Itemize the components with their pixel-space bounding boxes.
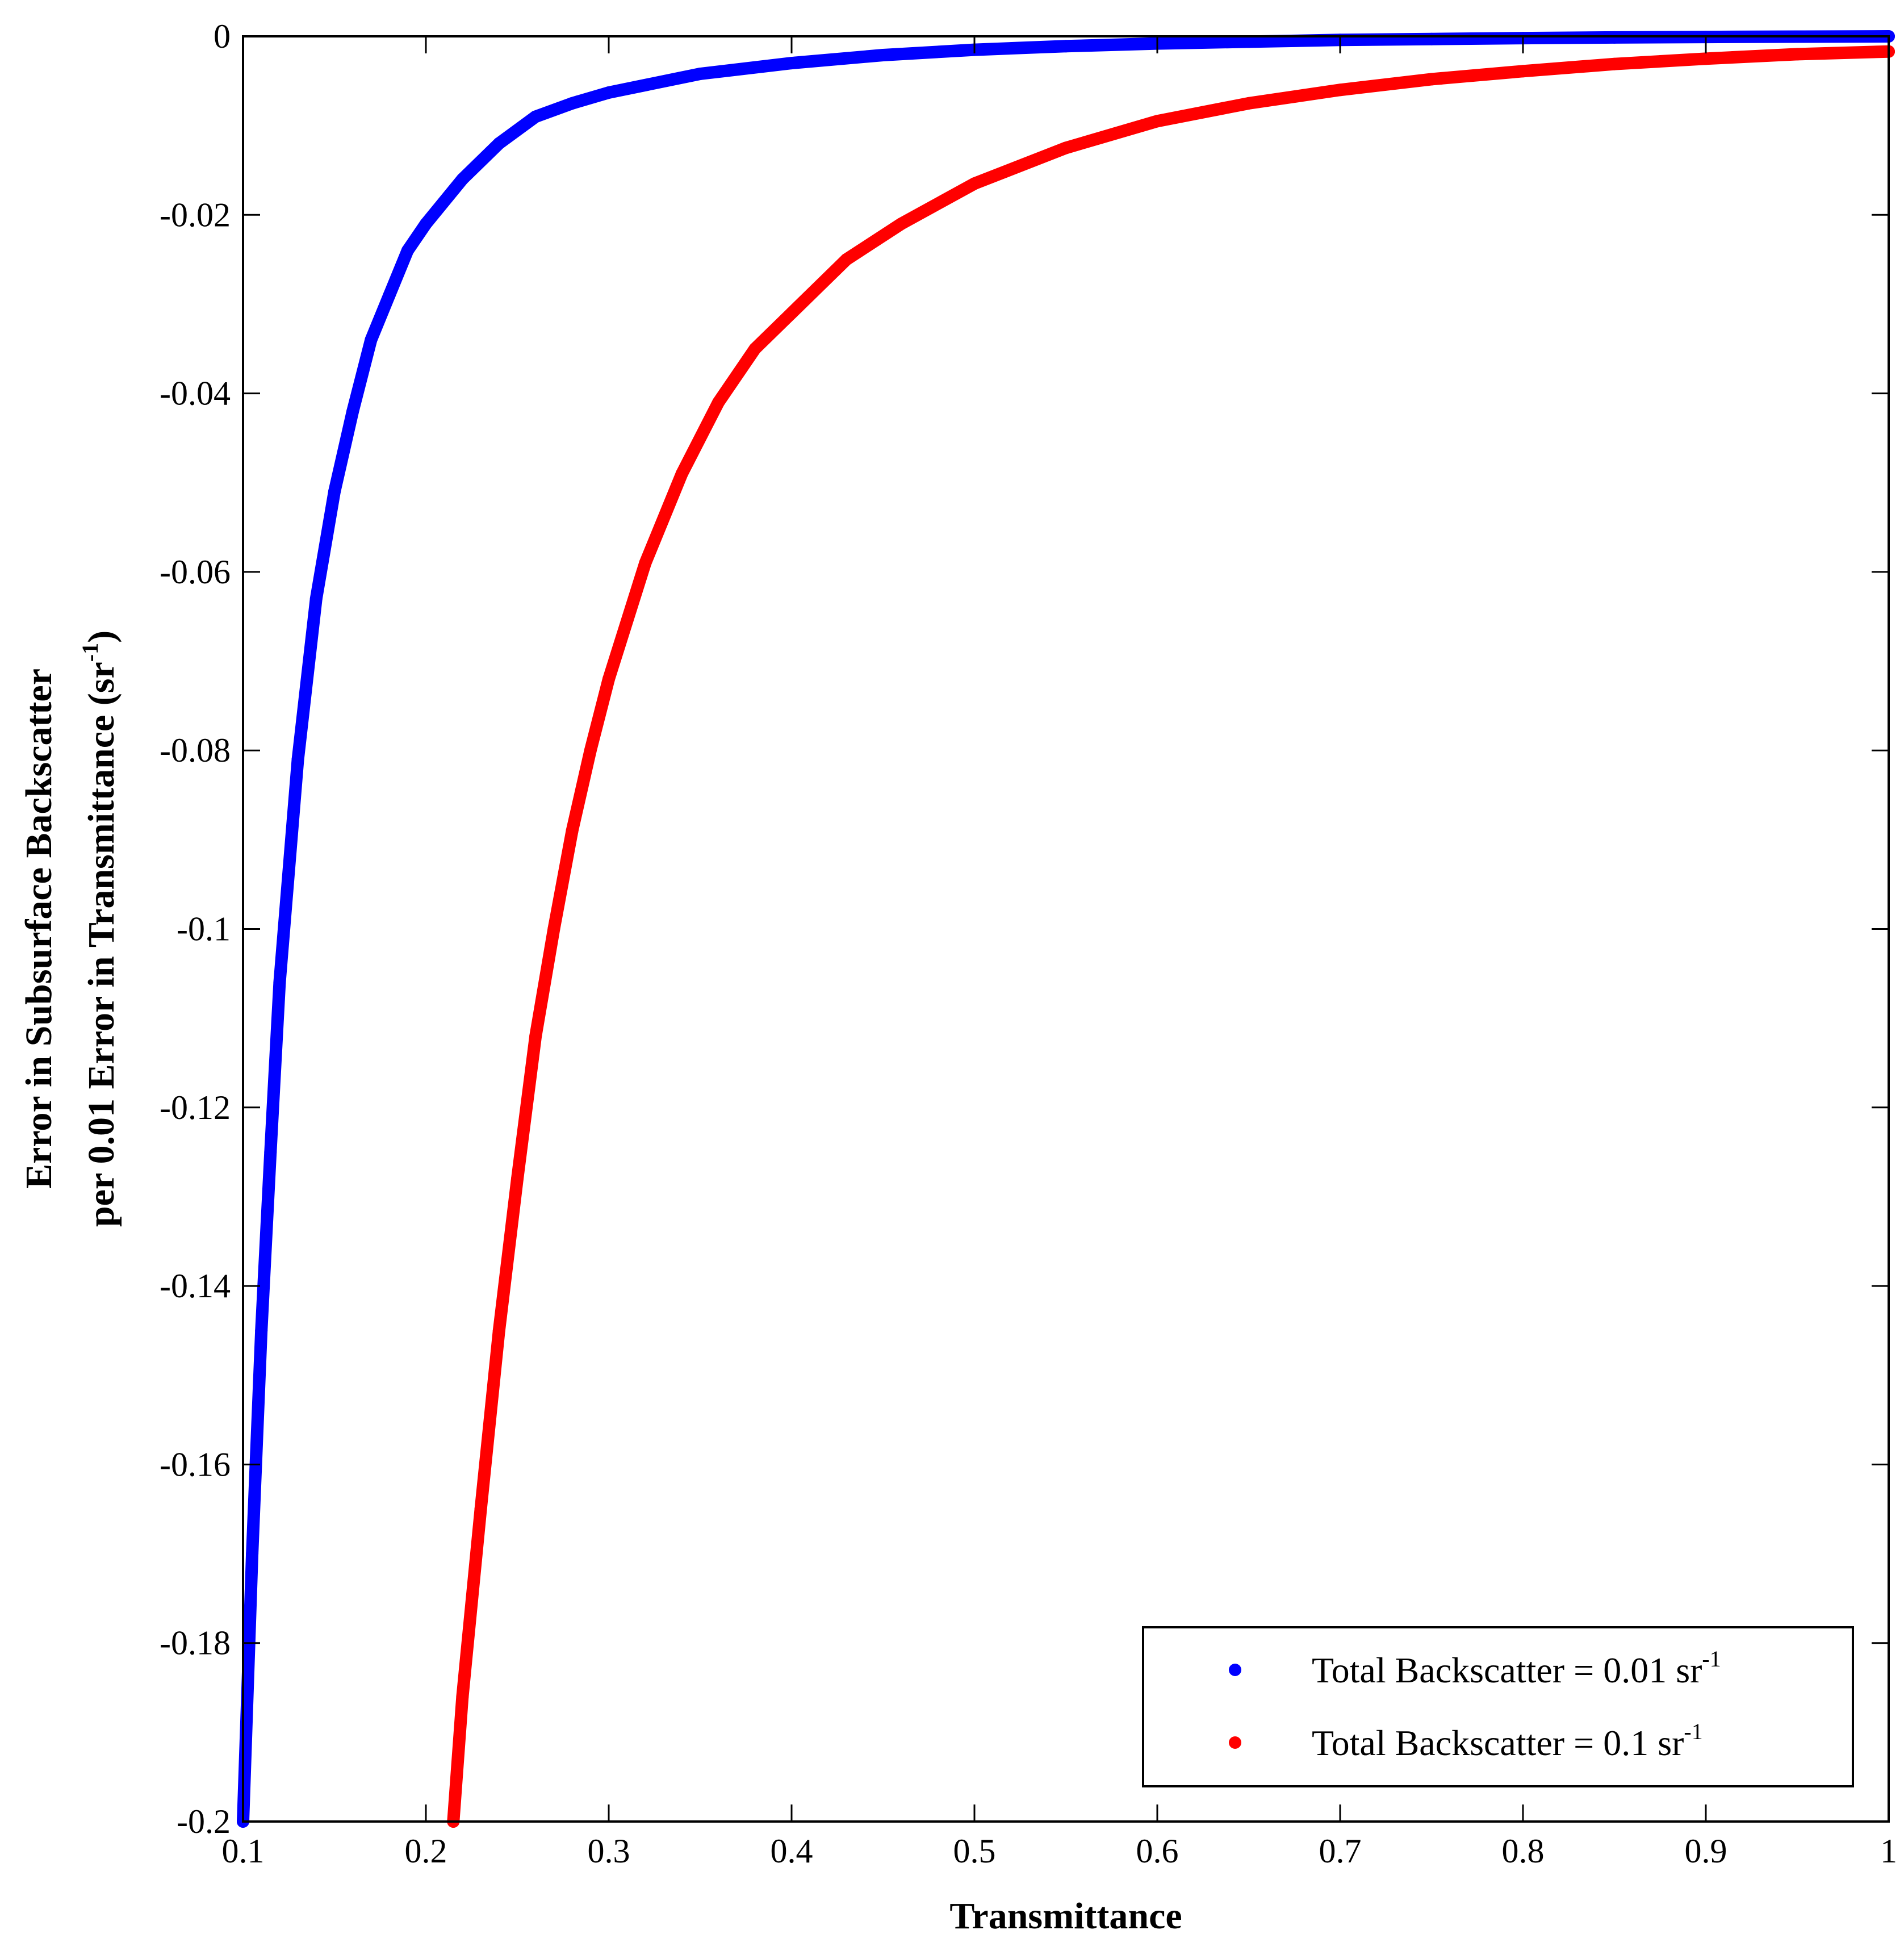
data-point-series-1 — [529, 110, 542, 123]
y-axis-title-line2-main: per 0.01 Error in Transmittance (sr — [81, 662, 122, 1227]
y-tick-label: -0.08 — [160, 732, 231, 769]
x-tick-label: 0.5 — [953, 1832, 996, 1870]
data-point-series-1 — [420, 218, 432, 231]
x-tick-layer: 0.1 0.2 0.3 0.4 0.5 0.6 0.7 0.8 0.9 1 — [222, 36, 1897, 1870]
data-point-series-2 — [785, 307, 798, 320]
data-point-series-2 — [748, 342, 761, 356]
data-point-series-2 — [840, 253, 853, 266]
y-axis-title-line2: per 0.01 Error in Transmittance (sr-1) — [77, 630, 122, 1227]
data-point-series-1 — [346, 405, 359, 418]
y-tick-label: -0.2 — [177, 1803, 231, 1840]
x-tick-label: 0.2 — [405, 1832, 447, 1870]
data-point-series-2 — [602, 672, 615, 686]
y-tick-label: -0.02 — [160, 196, 231, 233]
data-point-series-2 — [492, 1324, 505, 1337]
data-point-series-2 — [1608, 57, 1621, 70]
data-point-series-1 — [401, 244, 414, 257]
data-point-series-2 — [1425, 73, 1438, 86]
y-tick-label: -0.12 — [160, 1089, 231, 1126]
data-point-series-2 — [1700, 52, 1712, 65]
x-tick-label: 1 — [1880, 1832, 1897, 1870]
data-point-series-1 — [383, 289, 396, 302]
y-tick-label: -0.1 — [177, 910, 231, 948]
data-point-series-2 — [547, 922, 560, 935]
data-point-series-1 — [492, 137, 505, 150]
data-point-series-1 — [255, 1324, 268, 1337]
data-point-series-2 — [1791, 48, 1803, 61]
data-point-series-2 — [1151, 115, 1164, 128]
x-tick-label: 0.9 — [1685, 1832, 1727, 1870]
data-point-series-1 — [456, 173, 469, 186]
data-point-series-1 — [785, 57, 798, 70]
data-point-series-1 — [1425, 32, 1438, 45]
x-axis-title: Transmittance — [949, 1895, 1182, 1937]
series-layer — [237, 30, 1895, 1828]
legend-label-1: Total Backscatter = 0.01 sr-1 — [1312, 1646, 1721, 1690]
data-point-series-1 — [877, 49, 889, 62]
x-tick-label: 0.8 — [1502, 1832, 1545, 1870]
data-point-series-2 — [1334, 83, 1346, 97]
data-point-series-1 — [264, 1146, 277, 1159]
data-point-series-1 — [602, 86, 615, 99]
y-tick-label: -0.14 — [160, 1267, 231, 1305]
data-point-series-2 — [529, 1030, 542, 1043]
data-point-series-1 — [246, 1547, 259, 1560]
x-tick-label: 0.3 — [588, 1832, 630, 1870]
data-point-series-1 — [566, 97, 579, 110]
y-axis-title-line2-end: ) — [81, 630, 122, 643]
y-tick-label: -0.18 — [160, 1624, 231, 1662]
legend-box — [1142, 1626, 1854, 1787]
data-point-series-2 — [511, 1172, 524, 1185]
data-point-series-2 — [474, 1502, 487, 1515]
x-tick-label: 0.4 — [771, 1832, 813, 1870]
data-point-series-2 — [639, 557, 652, 570]
series-line-2 — [447, 45, 1895, 1828]
data-point-series-1 — [273, 976, 286, 989]
y-tick-label: -0.04 — [160, 375, 231, 412]
data-point-series-2 — [1517, 65, 1529, 78]
x-tick-label: 0.7 — [1319, 1832, 1362, 1870]
data-point-series-2 — [566, 824, 579, 837]
y-tick-label: -0.06 — [160, 553, 231, 591]
x-tick-label: 0.1 — [222, 1832, 265, 1870]
data-point-series-2 — [675, 467, 688, 481]
y-tick-label: -0.16 — [160, 1446, 231, 1483]
data-point-series-1 — [1242, 35, 1255, 48]
legend-marker-2 — [1229, 1736, 1241, 1749]
data-point-series-2 — [584, 744, 597, 757]
data-point-series-1 — [694, 68, 706, 81]
data-point-series-2 — [712, 396, 725, 409]
data-point-series-2 — [456, 1690, 469, 1703]
legend-label-main: Total Backscatter = 0.1 sr — [1312, 1723, 1684, 1763]
legend-label-main: Total Backscatter = 0.01 sr — [1312, 1650, 1702, 1690]
data-point-series-2 — [1060, 141, 1072, 154]
legend-marker-1 — [1229, 1664, 1241, 1676]
y-axis-title-line2-sup: -1 — [77, 643, 103, 662]
data-point-series-1 — [328, 485, 341, 498]
legend-label-2: Total Backscatter = 0.1 sr-1 — [1312, 1719, 1703, 1763]
y-axis-title-line1: Error in Subsurface Backscatter — [18, 669, 60, 1189]
y-tick-layer: 0 -0.02 -0.04 -0.06 -0.08 -0.1 -0.12 -0.14 -0.16… — [160, 18, 1889, 1840]
legend-label-sup: -1 — [1684, 1719, 1702, 1744]
data-point-series-1 — [365, 333, 378, 346]
data-point-series-2 — [895, 218, 908, 231]
x-tick-label: 0.6 — [1136, 1832, 1179, 1870]
series-line-1 — [237, 30, 1895, 1828]
data-point-series-1 — [1060, 40, 1072, 53]
data-point-series-2 — [968, 177, 981, 190]
data-point-series-1 — [291, 753, 304, 766]
data-point-series-2 — [1242, 97, 1255, 110]
data-point-series-1 — [309, 592, 323, 605]
y-tick-label: 0 — [214, 18, 231, 55]
legend-label-sup: -1 — [1702, 1646, 1721, 1672]
